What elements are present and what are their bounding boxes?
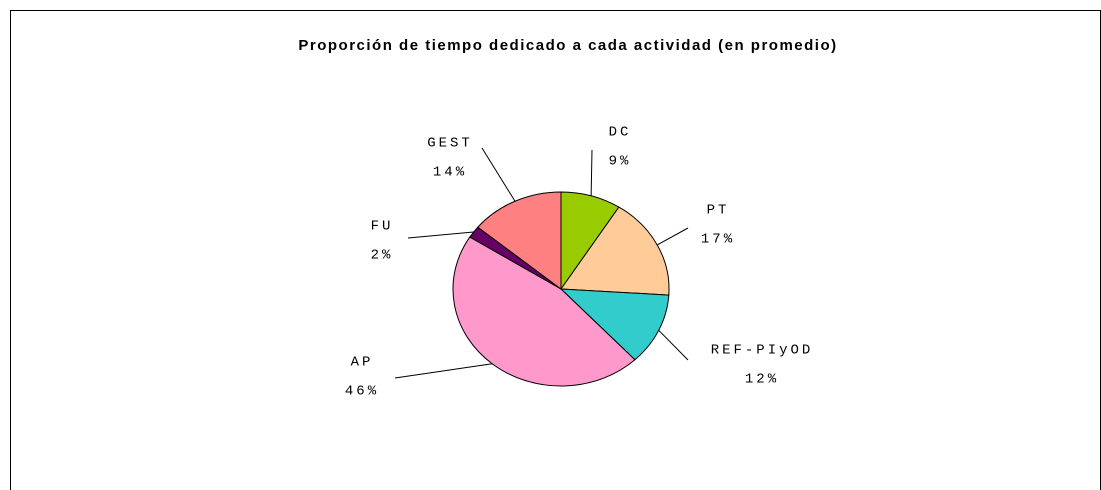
leader-line [656, 227, 689, 246]
leader-line [590, 149, 593, 196]
slice-label: GEST [427, 136, 473, 152]
leader-line [658, 329, 689, 361]
slice-label: FU [371, 219, 394, 235]
slice-label: DC [609, 125, 632, 141]
pie-slice [477, 191, 562, 290]
slice-value-label: 46% [345, 384, 379, 400]
chart-title: Proporción de tiempo dedicado a cada act… [298, 37, 837, 54]
leader-line [407, 231, 474, 239]
slice-label: REF-PIyOD [711, 343, 814, 359]
slice-label: AP [351, 355, 374, 371]
leader-line [481, 147, 516, 202]
slice-value-label: 9% [609, 154, 632, 170]
slice-value-label: 2% [371, 248, 394, 264]
slice-value-label: 17% [701, 232, 735, 248]
leader-line [394, 363, 493, 379]
slice-label: PT [707, 203, 730, 219]
pie-slice [452, 236, 636, 387]
slice-value-label: 12% [745, 372, 779, 388]
slice-value-label: 14% [433, 165, 467, 181]
